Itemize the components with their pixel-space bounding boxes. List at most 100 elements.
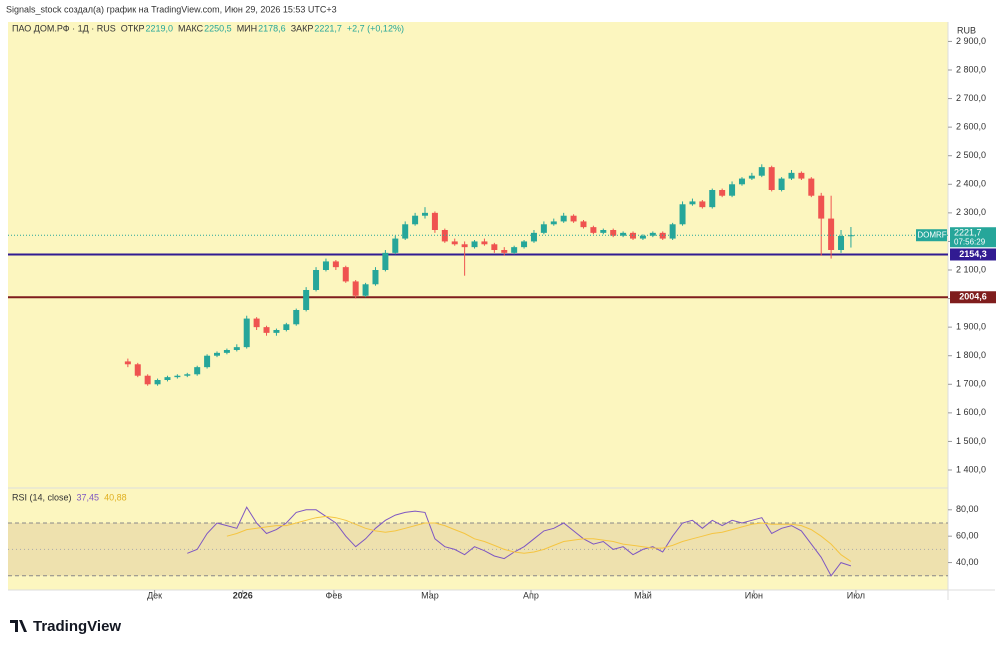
candle-body <box>293 310 300 325</box>
candle-body <box>174 375 181 378</box>
candle-body <box>788 172 795 179</box>
candle-body <box>778 178 785 190</box>
candle-body <box>560 215 567 222</box>
x-tick-label: 2026 <box>233 590 253 600</box>
legend-text: ПАО ДОМ.РФ · 1Д · RUS <box>12 23 116 33</box>
level-tag <box>950 291 996 304</box>
legend-text: 2221,7 <box>314 23 342 33</box>
rsi-tick-label: 80,00 <box>956 504 979 514</box>
candle-body <box>471 241 478 248</box>
rsi-legend: 40,88 <box>104 492 127 502</box>
candle-body <box>610 230 617 236</box>
candle-body <box>412 215 419 225</box>
candle-body <box>620 232 627 236</box>
candle-body <box>540 224 547 233</box>
candle-body <box>342 267 349 282</box>
candle-body <box>194 367 201 375</box>
candle-body <box>590 227 597 233</box>
legend-text: +2,7 (+0,12%) <box>347 23 404 33</box>
brand: TradingView <box>33 618 121 635</box>
x-tick-label: Дек <box>147 590 162 600</box>
candle-body <box>748 175 755 179</box>
legend-text: 2250,5 <box>204 23 232 33</box>
rsi-legend: 37,45 <box>77 492 100 502</box>
candle-body <box>838 236 845 250</box>
candle-body <box>847 235 854 237</box>
candle-body <box>253 318 260 328</box>
candle-body <box>283 324 290 330</box>
candle-body <box>719 190 726 196</box>
candle-body <box>669 224 676 239</box>
candle-body <box>451 241 458 245</box>
candle-body <box>491 244 498 250</box>
y-tick-label: 1 800,0 <box>956 350 986 360</box>
candle-body <box>184 374 191 376</box>
candle-body <box>808 178 815 196</box>
y-tick-label: 1 500,0 <box>956 436 986 446</box>
rsi-tick-label: 60,00 <box>956 531 979 541</box>
candle-body <box>164 377 171 380</box>
candle-body <box>461 244 468 248</box>
candle-body <box>372 270 379 285</box>
candle-body <box>144 375 151 385</box>
y-tick-label: 2 100,0 <box>956 264 986 274</box>
candle-body <box>204 355 211 368</box>
rsi-line <box>226 515 852 562</box>
rsi-tick-label: 40,00 <box>956 557 979 567</box>
candle-body <box>124 361 131 365</box>
candle-body <box>431 212 438 230</box>
y-tick-label: 1 700,0 <box>956 379 986 389</box>
rsi-band <box>8 522 948 576</box>
candle-body <box>679 204 686 225</box>
candle-body <box>709 190 716 208</box>
credit: Signals_stock создал(а) график на Tradin… <box>6 4 337 14</box>
candle-body <box>273 330 280 333</box>
candle-body <box>738 178 745 185</box>
candle-body <box>600 230 607 233</box>
candle-body <box>332 261 339 268</box>
rsi-legend: RSI (14, close) <box>12 492 72 502</box>
legend-text: 2219,0 <box>145 23 173 33</box>
y-tick-label: 2 900,0 <box>956 36 986 46</box>
price-label: 2221,7 <box>954 228 982 238</box>
y-tick-label: 2 400,0 <box>956 179 986 189</box>
candle-body <box>729 184 736 196</box>
x-tick-label: Июн <box>745 590 763 600</box>
x-tick-label: Мар <box>421 590 439 600</box>
x-tick-label: Фев <box>326 590 343 600</box>
level-tag <box>950 248 996 261</box>
candle-body <box>352 281 359 296</box>
candle-body <box>481 241 488 245</box>
countdown: 07:56:29 <box>954 237 986 246</box>
candle-body <box>689 201 696 205</box>
chart-bg <box>8 22 948 590</box>
candle-body <box>758 167 765 176</box>
candle-body <box>154 380 161 385</box>
candle-body <box>362 284 369 296</box>
legend-text: ЗАКР <box>291 23 314 33</box>
candle-body <box>223 350 230 353</box>
price-tag <box>950 227 996 248</box>
y-tick-label: 2 500,0 <box>956 150 986 160</box>
logo-icon <box>10 620 27 632</box>
candle-body <box>392 238 399 253</box>
candle-body <box>699 201 706 208</box>
y-tick-label: 2 300,0 <box>956 207 986 217</box>
candle-body <box>530 232 537 242</box>
y-tick-label: 2 600,0 <box>956 122 986 132</box>
currency: RUB <box>957 25 976 35</box>
candle-body <box>649 232 656 236</box>
candle-body <box>322 261 329 270</box>
y-tick-label: 1 600,0 <box>956 407 986 417</box>
candle-body <box>134 364 141 376</box>
legend-text: МАКС <box>178 23 204 33</box>
candle-body <box>798 172 805 179</box>
y-tick-label: 1 400,0 <box>956 464 986 474</box>
candle-body <box>233 347 240 350</box>
candle-body <box>422 212 429 216</box>
candle-body <box>639 235 646 239</box>
candle-body <box>550 221 557 225</box>
ticker-tag <box>916 229 947 242</box>
